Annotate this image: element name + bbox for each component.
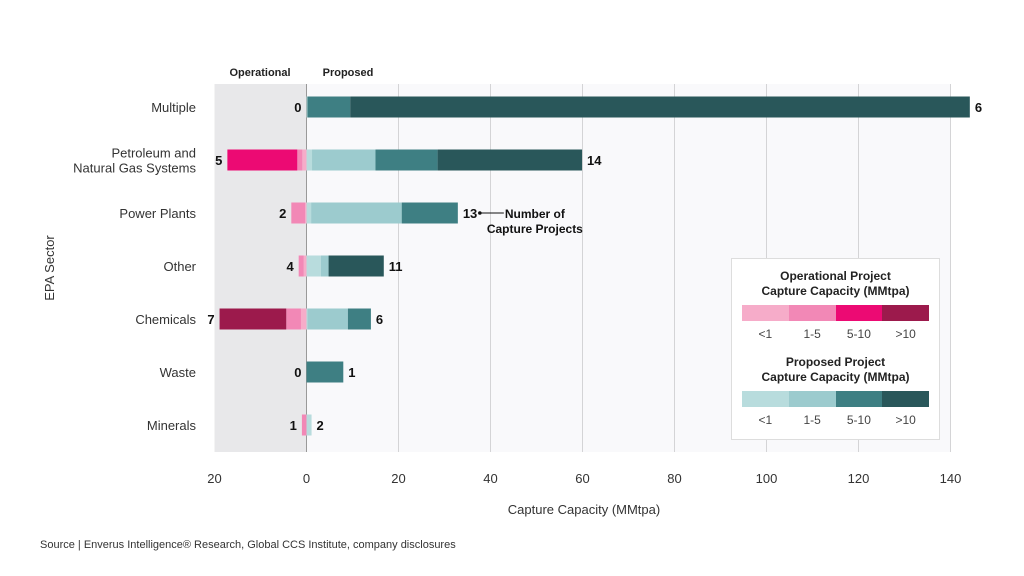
y-axis-label: EPA Sector: [42, 235, 57, 301]
legend-operational-labels: <1 1-5 5-10 >10: [742, 327, 929, 341]
category-label: Other: [163, 259, 196, 274]
x-tick-label: 20: [391, 471, 405, 486]
category-label: Power Plants: [119, 206, 196, 221]
source-note: Source | Enverus Intelligence® Research,…: [40, 539, 456, 551]
proposed-count-label: 1: [348, 365, 355, 380]
operational-count-label: 4: [286, 259, 294, 274]
proposed-count-label: 14: [587, 153, 602, 168]
proposed-bar-segment: [307, 308, 348, 330]
legend-swatch: [788, 305, 836, 321]
legend-label: 1-5: [803, 327, 821, 341]
legend-label: 5-10: [846, 413, 871, 427]
operational-bar-segment: [303, 255, 307, 277]
operational-bar-segment: [300, 308, 307, 330]
proposed-bar-segment: [312, 149, 376, 171]
legend-proposed-labels: <1 1-5 5-10 >10: [742, 413, 929, 427]
legend-swatch: [882, 391, 929, 407]
proposed-count-label: 6: [376, 312, 383, 327]
proposed-count-label: 13: [463, 206, 477, 221]
operational-bar-segment: [286, 308, 301, 330]
operational-bar-segment: [297, 149, 303, 171]
x-axis-label: Capture Capacity (MMtpa): [508, 502, 660, 517]
proposed-bar-segment: [306, 414, 312, 436]
legend-label: >10: [895, 327, 916, 341]
legend-label: <1: [758, 413, 773, 427]
operational-count-label: 0: [294, 100, 301, 115]
category-label: Multiple: [151, 100, 196, 115]
legend-swatch: [835, 305, 883, 321]
proposed-bar-segment: [347, 308, 371, 330]
operational-bar-segment: [301, 414, 307, 436]
legend-swatch: [835, 391, 883, 407]
x-tick-label: 80: [667, 471, 681, 486]
operational-region: [214, 84, 307, 452]
legend-proposed-title: Proposed Project Capture Capacity (MMtpa…: [761, 355, 910, 384]
operational-count-label: 2: [279, 206, 286, 221]
x-tick-label: 140: [940, 471, 962, 486]
proposed-header: Proposed: [323, 67, 374, 79]
proposed-count-label: 11: [389, 259, 403, 274]
legend-operational-swatches: [742, 305, 929, 321]
operational-count-label: 1: [290, 418, 297, 433]
legend-proposed-swatches: [742, 391, 929, 407]
operational-header: Operational: [229, 67, 290, 79]
proposed-count-label: 6: [975, 100, 982, 115]
category-label: Minerals: [147, 418, 197, 433]
proposed-bar-segment: [306, 308, 308, 330]
operational-count-label: 5: [215, 153, 222, 168]
annotation-text: Capture Projects: [487, 222, 583, 236]
operational-bar-segment: [302, 149, 307, 171]
x-tick-label: 100: [756, 471, 778, 486]
x-tick-label: 120: [848, 471, 870, 486]
proposed-count-label: 2: [317, 418, 324, 433]
x-tick-label: 20: [207, 471, 221, 486]
annotation-text: Number of: [505, 207, 566, 221]
x-tick-label: 60: [575, 471, 589, 486]
operational-count-label: 0: [294, 365, 301, 380]
proposed-bar-segment: [437, 149, 583, 171]
x-tick-label: 40: [483, 471, 497, 486]
category-label: Chemicals: [135, 312, 196, 327]
legend: Operational Project Capture Capacity (MM…: [731, 258, 940, 440]
legend-operational-title: Operational Project Capture Capacity (MM…: [761, 269, 910, 298]
proposed-bar-segment: [306, 96, 308, 118]
legend-swatch: [742, 391, 789, 407]
proposed-bar-segment: [328, 255, 384, 277]
category-label: Petroleum and: [111, 146, 196, 161]
proposed-bar-segment: [306, 202, 312, 224]
operational-bar-segment: [227, 149, 298, 171]
legend-swatch: [742, 305, 789, 321]
proposed-bar-segment: [306, 361, 344, 383]
proposed-bar-segment: [311, 202, 402, 224]
operational-bar-segment: [298, 255, 304, 277]
operational-bar-segment: [291, 202, 306, 224]
proposed-bar-segment: [350, 96, 970, 118]
proposed-bar-segment: [320, 255, 329, 277]
operational-bar-segment: [305, 202, 307, 224]
category-label: Waste: [160, 365, 196, 380]
legend-label: >10: [895, 413, 916, 427]
operational-count-label: 7: [207, 312, 214, 327]
proposed-bar-segment: [306, 255, 321, 277]
x-tick-label: 0: [303, 471, 310, 486]
legend-label: <1: [758, 327, 773, 341]
legend-swatch: [882, 305, 929, 321]
proposed-bar-segment: [401, 202, 458, 224]
operational-bar-segment: [219, 308, 287, 330]
proposed-bar-segment: [375, 149, 438, 171]
category-label: Natural Gas Systems: [73, 161, 196, 176]
proposed-bar-segment: [307, 96, 351, 118]
legend-label: 5-10: [846, 327, 871, 341]
legend-swatch: [788, 391, 836, 407]
proposed-bar-segment: [306, 149, 313, 171]
legend-label: 1-5: [803, 413, 821, 427]
